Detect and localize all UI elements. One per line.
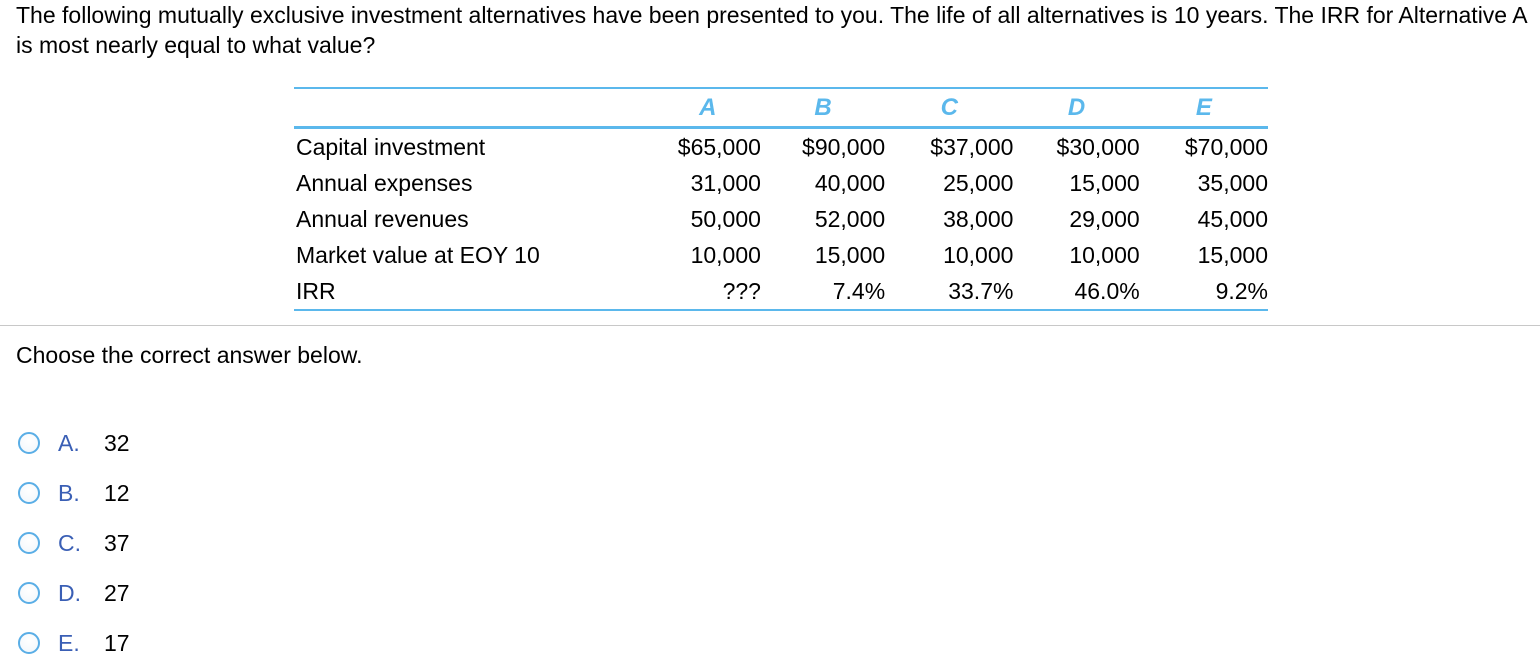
table-cell: 10,000 bbox=[1069, 242, 1140, 268]
table-row: Market value at EOY 10 10,000 15,000 10,… bbox=[294, 237, 1268, 273]
table-cell: 25,000 bbox=[943, 170, 1014, 196]
radio-button-icon[interactable] bbox=[18, 532, 40, 554]
table-cell: 9.2% bbox=[1139, 273, 1268, 311]
alternatives-table-grid: A B C D E Capital investment $65,000 $90… bbox=[294, 87, 1268, 311]
table-row: Annual expenses 31,000 40,000 25,000 15,… bbox=[294, 165, 1268, 201]
table-header-row: A B C D E bbox=[294, 87, 1268, 129]
alternatives-table: A B C D E Capital investment $65,000 $90… bbox=[294, 87, 1268, 311]
section-divider bbox=[0, 325, 1540, 326]
option-value: 32 bbox=[104, 429, 130, 456]
table-cell: $70,000 bbox=[1184, 134, 1268, 160]
row-label-capital-investment: Capital investment bbox=[296, 134, 486, 160]
option-value: 37 bbox=[104, 529, 130, 556]
row-label-annual-revenues: Annual revenues bbox=[296, 206, 469, 232]
option-value: 12 bbox=[104, 479, 130, 506]
radio-button-icon[interactable] bbox=[18, 632, 40, 654]
header-alternative-d: D bbox=[1013, 87, 1140, 129]
radio-button-icon[interactable] bbox=[18, 582, 40, 604]
row-label-irr: IRR bbox=[294, 273, 655, 311]
option-letter: B. bbox=[58, 479, 80, 506]
option-value: 17 bbox=[104, 629, 130, 656]
header-alternative-a: A bbox=[654, 87, 761, 129]
option-value: 27 bbox=[104, 579, 130, 606]
table-cell: 35,000 bbox=[1197, 170, 1268, 196]
header-empty bbox=[294, 87, 655, 129]
instruction-text: Choose the correct answer below. bbox=[16, 342, 363, 368]
table-cell: 45,000 bbox=[1197, 206, 1268, 232]
answer-option-e[interactable]: E. 17 bbox=[18, 618, 130, 668]
question-text: The following mutually exclusive investm… bbox=[16, 2, 1527, 58]
option-letter: C. bbox=[58, 529, 81, 556]
table-cell: $37,000 bbox=[930, 134, 1014, 160]
table-cell: 29,000 bbox=[1069, 206, 1140, 232]
table-cell: $90,000 bbox=[802, 134, 886, 160]
table-cell: 15,000 bbox=[814, 242, 886, 268]
header-alternative-b: B bbox=[760, 87, 886, 129]
table-cell: 10,000 bbox=[690, 242, 761, 268]
table-cell: $30,000 bbox=[1056, 134, 1140, 160]
row-label-market-value: Market value at EOY 10 bbox=[296, 242, 540, 268]
table-cell: ??? bbox=[654, 273, 761, 311]
radio-button-icon[interactable] bbox=[18, 482, 40, 504]
table-cell: 10,000 bbox=[943, 242, 1014, 268]
radio-button-icon[interactable] bbox=[18, 432, 40, 454]
table-cell: 40,000 bbox=[814, 170, 886, 196]
table-cell: 46.0% bbox=[1013, 273, 1140, 311]
header-alternative-c: C bbox=[885, 87, 1014, 129]
option-letter: A. bbox=[58, 429, 80, 456]
answer-options: A. 32 B. 12 C. 37 D. 27 E. 17 bbox=[18, 418, 130, 668]
table-cell: 15,000 bbox=[1197, 242, 1268, 268]
table-cell: 52,000 bbox=[814, 206, 886, 232]
header-alternative-e: E bbox=[1139, 87, 1268, 129]
answer-option-d[interactable]: D. 27 bbox=[18, 568, 130, 618]
table-cell: $65,000 bbox=[677, 134, 761, 160]
answer-option-a[interactable]: A. 32 bbox=[18, 418, 130, 468]
table-cell: 31,000 bbox=[690, 170, 761, 196]
table-row: Capital investment $65,000 $90,000 $37,0… bbox=[294, 128, 1268, 166]
table-cell: 7.4% bbox=[760, 273, 886, 311]
table-cell: 15,000 bbox=[1069, 170, 1140, 196]
answer-option-b[interactable]: B. 12 bbox=[18, 468, 130, 518]
table-row: Annual revenues 50,000 52,000 38,000 29,… bbox=[294, 201, 1268, 237]
table-cell: 33.7% bbox=[885, 273, 1014, 311]
row-label-annual-expenses: Annual expenses bbox=[296, 170, 473, 196]
answer-option-c[interactable]: C. 37 bbox=[18, 518, 130, 568]
option-letter: D. bbox=[58, 579, 81, 606]
table-row: IRR ??? 7.4% 33.7% 46.0% 9.2% bbox=[294, 273, 1268, 311]
table-cell: 38,000 bbox=[943, 206, 1014, 232]
option-letter: E. bbox=[58, 629, 80, 656]
table-cell: 50,000 bbox=[690, 206, 761, 232]
